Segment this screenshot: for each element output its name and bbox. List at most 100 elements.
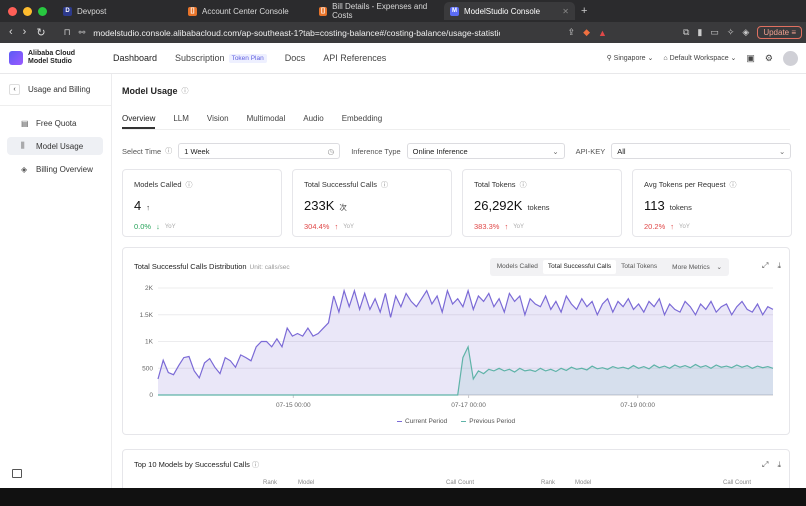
workspace-selector[interactable]: ⌂ Default Workspace ⌄ (663, 55, 737, 62)
nav-subscription[interactable]: Subscription Token Plan (175, 53, 267, 63)
leo-icon[interactable]: ✧ (726, 27, 735, 37)
col-rank: Rank (263, 480, 278, 486)
top-models-title-text: Top 10 Models by Successful Calls (134, 460, 250, 469)
share-icon[interactable]: ⇪ (567, 27, 576, 37)
chevron-left-icon: ‹ (9, 84, 20, 95)
legend-previous[interactable]: Previous Period (461, 418, 515, 425)
sidebar: ‹ Usage and Billing ▤ Free Quota ⫼ Model… (0, 74, 112, 488)
browser-tab-devpost[interactable]: D Devpost (57, 2, 182, 20)
select-time-label: Select Time (122, 146, 162, 156)
x-tick-label: 07-15 00:00 (276, 402, 311, 408)
api-key-select[interactable]: All ⌄ (611, 143, 792, 159)
screenshot-icon[interactable]: ⧉ (682, 27, 690, 37)
close-window-button[interactable] (8, 6, 17, 16)
browser-tab-modelstudio[interactable]: M ModelStudio Console ✕ (444, 2, 575, 20)
brave-rewards-icon[interactable]: ▲ (598, 27, 607, 38)
metric-tab-models-called[interactable]: Models Called (496, 263, 538, 270)
avatar[interactable] (783, 50, 798, 66)
more-metrics-label: More Metrics (672, 264, 710, 271)
url-field[interactable]: ⊓ ⚯ modelstudio.console.alibabacloud.com… (60, 25, 500, 41)
region-selector[interactable]: ⚲ Singapore ⌄ (606, 55, 654, 62)
settings-icon[interactable]: ⚙ (764, 52, 773, 63)
download-icon[interactable]: ⤓ (777, 460, 781, 469)
logo[interactable]: Alibaba Cloud Model Studio (9, 50, 113, 66)
tab-audio[interactable]: Audio (303, 114, 324, 123)
metric-tab-total-tokens[interactable]: Total Tokens (621, 263, 658, 270)
page-title: Model Usage ⓘ (122, 86, 189, 96)
tab-embedding[interactable]: Embedding (341, 114, 383, 123)
tab-multimodal[interactable]: Multimodal (246, 114, 286, 123)
expand-icon[interactable]: ⤢ (762, 460, 769, 469)
metric-tab-more-metrics[interactable]: More Metrics ⌄ (662, 260, 727, 274)
reload-icon[interactable]: ↻ (36, 27, 46, 39)
docs-panel-icon[interactable]: ▣ (746, 52, 755, 63)
x-tick-label: 07-19 00:00 (620, 402, 655, 408)
update-button[interactable]: Update ≡ (757, 26, 802, 39)
col-call-count-2: Call Count (723, 480, 752, 486)
sidebar-back[interactable]: ‹ Usage and Billing (9, 84, 111, 95)
expand-icon[interactable]: ⤢ (762, 261, 769, 270)
yoy-value: 20.2% (644, 222, 666, 231)
y-tick-label: 0 (149, 392, 153, 399)
tab-label: Bill Details - Expenses and Costs (332, 2, 428, 20)
info-icon[interactable]: ⓘ (165, 148, 173, 155)
card-title: Avg Tokens per Request (644, 180, 726, 189)
y-tick-label: 2K (145, 285, 154, 292)
download-icon[interactable]: ⤓ (777, 261, 781, 270)
yoy-label: YoY (343, 223, 354, 230)
new-tab-icon[interactable]: + (581, 5, 588, 17)
back-icon[interactable]: ‹ (9, 26, 13, 38)
time-picker[interactable]: 1 Week ◷ (178, 143, 341, 159)
collapse-sidebar-icon[interactable] (12, 469, 22, 478)
info-icon[interactable]: ⓘ (185, 182, 193, 189)
api-key-label: API-KEY (575, 146, 606, 156)
close-tab-icon[interactable]: ✕ (562, 6, 569, 16)
browser-tab-account-center[interactable]: [] Account Center Console (182, 2, 313, 20)
browser-tab-bill-details[interactable]: [] Bill Details - Expenses and Costs (313, 2, 444, 20)
info-icon[interactable]: ⓘ (251, 462, 259, 469)
sidebar-item-label: Model Usage (36, 141, 84, 151)
series-area-previous (158, 346, 773, 395)
nav-dashboard[interactable]: Dashboard (113, 53, 158, 63)
sidebar-title: Usage and Billing (28, 85, 91, 94)
alibaba-favicon-icon: [] (319, 6, 328, 16)
inference-type-select[interactable]: Online Inference ⌄ (406, 143, 565, 159)
yoy-value: 0.0% (134, 222, 152, 231)
brave-shield-icon[interactable]: ◆ (583, 27, 591, 37)
info-icon[interactable]: ⓘ (380, 182, 388, 189)
nav-docs[interactable]: Docs (284, 53, 306, 63)
yoy-value: 304.4% (304, 222, 330, 231)
url-text: modelstudio.console.alibabacloud.com/ap-… (93, 27, 500, 38)
minimize-window-button[interactable] (23, 6, 32, 16)
bookmark-icon[interactable]: ⊓ (63, 27, 71, 37)
stat-card-avg-tokens: Avg Tokens per Request ⓘ 113 tokens 20.2% ↑… (632, 169, 792, 237)
tab-vision[interactable]: Vision (206, 114, 229, 123)
sidebar-item-billing-overview[interactable]: ◈ Billing Overview (7, 160, 103, 178)
sidebar-item-model-usage[interactable]: ⫼ Model Usage (7, 137, 103, 155)
legend-previous-label: Previous Period (469, 418, 516, 425)
legend-current[interactable]: Current Period (397, 418, 447, 425)
stat-card-total-tokens: Total Tokens ⓘ 26,292K tokens 383.3% ↑ YoY (462, 169, 622, 237)
maximize-window-button[interactable] (38, 6, 47, 16)
sidebar-item-free-quota[interactable]: ▤ Free Quota (7, 114, 103, 132)
tab-overview[interactable]: Overview (122, 114, 156, 129)
window-controls (8, 6, 47, 16)
info-icon[interactable]: ⓘ (729, 182, 737, 189)
series-line-current (157, 288, 774, 380)
chart-title-text: Total Successful Calls Distribution (134, 262, 247, 271)
tab-llm[interactable]: LLM (173, 114, 189, 123)
forward-icon[interactable]: › (22, 26, 27, 38)
metric-tab-total-calls[interactable]: Total Successful Calls (542, 260, 617, 274)
stat-cards: Models Called ⓘ 4 ↑ 0.0% ↓ YoY Total Success… (122, 169, 792, 237)
sidebar-toggle-icon[interactable]: ▮ (697, 27, 703, 37)
clock-icon: ◷ (327, 146, 335, 156)
site-info-icon[interactable]: ⚯ (78, 28, 86, 37)
info-icon[interactable]: ⓘ (181, 88, 189, 95)
info-icon[interactable]: ⓘ (519, 182, 527, 189)
calls-chart: 0 500 1K 1.5K 2K 07-15 00:00 07-17 00:00 07-19 … (140, 285, 774, 408)
vpn-icon[interactable]: ◈ (742, 27, 750, 37)
alibaba-favicon-icon: [] (188, 6, 197, 16)
wallet-icon[interactable]: ▭ (710, 27, 719, 37)
nav-api-references[interactable]: API References (323, 53, 387, 63)
arrow-up-icon: ↑ (334, 222, 339, 231)
